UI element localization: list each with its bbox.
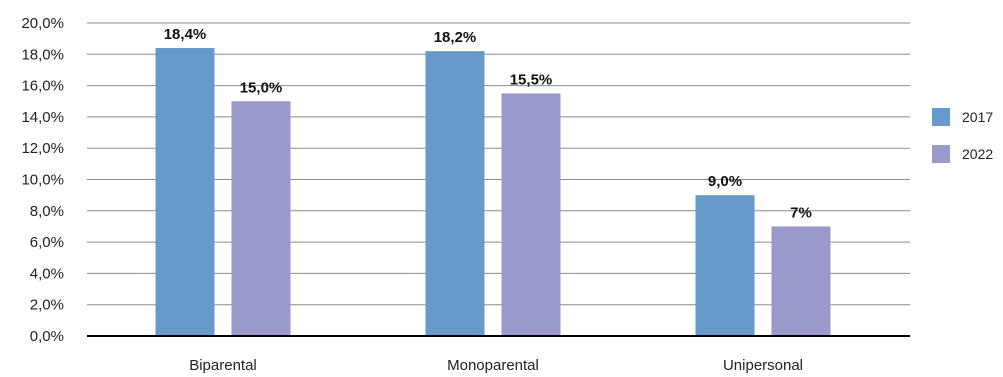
legend-label: 2022 [962,146,993,162]
data-label: 15,0% [240,79,283,96]
data-label: 18,4% [164,26,207,43]
y-tick-label: 10,0% [21,172,64,189]
x-axis-categories: Biparental Monoparental Unipersonal [189,357,803,374]
x-category-label: Monoparental [447,357,539,374]
bars [155,48,831,337]
y-tick-label: 14,0% [21,109,64,126]
data-label: 15,5% [510,71,553,88]
data-label: 9,0% [708,173,742,190]
data-label: 7% [790,204,812,221]
bar-2017 [425,51,485,337]
bar-2017 [695,195,755,336]
legend-label: 2017 [962,109,993,125]
y-tick-label: 18,0% [21,46,64,63]
legend-swatch-2022 [932,145,950,163]
y-tick-label: 6,0% [30,234,64,251]
y-tick-label: 8,0% [30,203,64,220]
bar-2022 [231,101,291,336]
data-labels: 18,4% 15,0% 18,2% 15,5% 9,0% 7% [164,26,812,221]
bar-2022 [771,226,831,336]
y-tick-label: 0,0% [30,328,64,345]
y-tick-label: 2,0% [30,297,64,314]
legend-swatch-2017 [932,108,950,126]
y-axis-ticks: 0,0% 2,0% 4,0% 6,0% 8,0% 10,0% 12,0% 14,0% 16,0%… [21,15,64,345]
y-tick-label: 4,0% [30,265,64,282]
y-tick-label: 20,0% [21,15,64,32]
data-label: 18,2% [434,29,477,46]
y-tick-label: 12,0% [21,140,64,157]
bar-2022 [501,93,561,336]
bar-2017 [155,48,215,336]
x-category-label: Unipersonal [723,357,803,374]
legend: 2017 2022 [932,108,993,163]
x-category-label: Biparental [189,357,257,374]
gridlines [87,22,910,306]
y-tick-label: 16,0% [21,78,64,95]
